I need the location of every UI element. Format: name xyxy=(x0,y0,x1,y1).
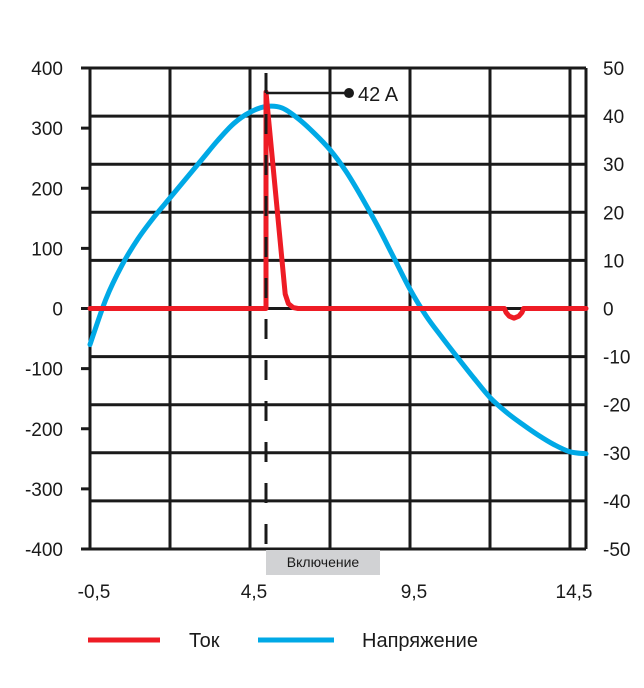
left-tick-label: -300 xyxy=(25,480,63,501)
right-tick-label: -50 xyxy=(603,540,630,561)
left-tick-label: 400 xyxy=(31,59,63,80)
switch-on-label-box xyxy=(266,550,380,575)
left-tick-label: -100 xyxy=(25,360,63,381)
series-current-line xyxy=(87,89,589,321)
right-tick-label: 50 xyxy=(603,59,624,80)
series-layer xyxy=(87,89,589,457)
right-tick-label: 10 xyxy=(603,251,624,272)
right-tick-label: 40 xyxy=(603,107,624,128)
right-tick-label: 0 xyxy=(603,300,614,321)
left-tick-label: 0 xyxy=(52,300,63,321)
left-tick-label: 300 xyxy=(31,119,63,140)
left-tick-label: -200 xyxy=(25,420,63,441)
right-tick-label: -20 xyxy=(603,396,630,417)
series-voltage-line xyxy=(87,103,589,457)
legend-label-current: Ток xyxy=(189,630,220,652)
left-tick-label: 200 xyxy=(31,179,63,200)
x-tick-label: 9,5 xyxy=(401,582,427,603)
legend: Ток Напряжение xyxy=(88,630,478,652)
legend-label-voltage: Напряжение xyxy=(362,630,478,652)
peak-dot xyxy=(344,88,354,99)
right-tick-label: -10 xyxy=(603,348,630,369)
annotations: Включение 42 A xyxy=(264,73,399,575)
left-tick-label: -400 xyxy=(25,540,63,561)
right-tick-label: -40 xyxy=(603,492,630,513)
x-tick-label: 14,5 xyxy=(556,582,593,603)
left-tick-label: 100 xyxy=(31,239,63,260)
x-tick-label: -0,5 xyxy=(78,582,111,603)
right-tick-label: 30 xyxy=(603,155,624,176)
switch-on-label: Включение xyxy=(287,554,360,570)
axis-ticks: 4003002001000-100-200-300-40050403020100… xyxy=(25,59,631,603)
right-tick-label: -30 xyxy=(603,444,630,465)
right-tick-label: 20 xyxy=(603,203,624,224)
x-tick-label: 4,5 xyxy=(241,582,267,603)
peak-label: 42 A xyxy=(358,84,399,106)
